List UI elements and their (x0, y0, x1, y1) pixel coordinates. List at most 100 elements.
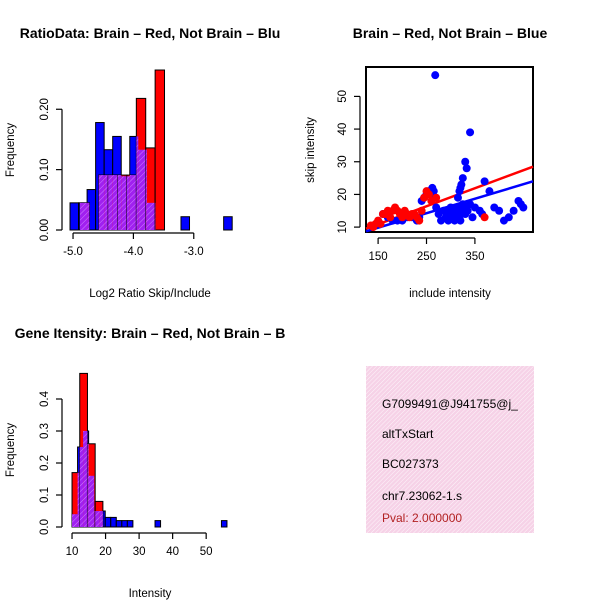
scatter-x-axis: 150 250 350 (369, 237, 485, 263)
ratio-bar-overlap (138, 149, 146, 230)
scatter-y-tick-label: 20 (337, 188, 349, 201)
intensity-bar-overlap (95, 511, 100, 527)
scatter-title: Brain – Red, Not Brain – Blue (353, 25, 548, 41)
ratio-y-tick-label: 0.10 (39, 158, 51, 180)
scatter-ylabel: skip intensity (305, 117, 317, 183)
ratio-bar-not-brain (223, 216, 233, 231)
intensity-bar-not-brain (121, 520, 128, 528)
info-accession: BC027373 (382, 457, 439, 471)
intensity-x-tick-label: 50 (200, 546, 213, 558)
intensity-x-tick-label: 20 (99, 546, 112, 558)
intensity-y-tick-label: 0.2 (39, 455, 51, 471)
scatter-y-axis: 10 20 30 40 50 (337, 90, 361, 233)
intensity-y-tick-label: 0.0 (39, 519, 51, 535)
ratio-ylabel: Frequency (5, 123, 17, 178)
scatter-frame (365, 66, 534, 233)
ratio-bar-overlap (126, 176, 130, 230)
intensity-y-tick-label: 0.1 (39, 487, 51, 503)
ratio-bar-overlap (87, 202, 90, 230)
scatter-point-blue (519, 203, 528, 212)
scatter-points (366, 71, 528, 232)
intensity-bar-overlap (88, 475, 95, 527)
info-probe-id: G7099491@J941755@j_ (382, 397, 518, 411)
intensity-bar-not-brain (220, 520, 228, 528)
ratio-xlabel: Log2 Ratio Skip/Include (89, 288, 210, 300)
scatter-point-blue (431, 71, 440, 80)
intensity-y-tick-label: 0.3 (39, 423, 51, 439)
info-location: chr7.23062-1.s (382, 489, 462, 503)
ratio-bars (69, 69, 233, 231)
scatter-x-tick-label: 250 (417, 251, 436, 263)
intensity-y-axis: 0.0 0.1 0.2 0.3 0.4 (39, 390, 63, 535)
scatter-point-blue (466, 128, 475, 137)
scatter-point-blue (509, 206, 518, 215)
ratio-bar-overlap (112, 175, 118, 230)
ratio-y-tick-label: 0.00 (39, 219, 51, 241)
intensity-y-tick-label: 0.4 (39, 390, 51, 407)
scatter-point-blue (468, 213, 477, 222)
ratio-bar-overlap (98, 175, 105, 230)
info-panel: G7099491@J941755@j_ altTxStart BC027373 … (366, 366, 534, 533)
intensity-bar-not-brain (154, 520, 162, 528)
scatter-point-red (432, 193, 441, 202)
scatter-point-blue (485, 187, 494, 196)
intensity-x-axis: 10 20 30 40 50 (66, 532, 213, 558)
ratio-y-tick-label: 0.20 (39, 98, 51, 120)
ratio-histogram: RatioData: Brain – Red, Not Brain – Blu … (5, 25, 280, 300)
info-panel-background (366, 366, 534, 533)
ratio-bar-overlap (79, 202, 88, 230)
ratio-bar-overlap (129, 175, 137, 230)
intensity-x-tick-label: 10 (66, 546, 79, 558)
ratio-bar-overlap (136, 136, 139, 230)
ratio-bar-overlap (146, 202, 156, 230)
info-event-type: altTxStart (382, 427, 434, 441)
scatter-point-blue (504, 213, 513, 222)
intensity-bar-not-brain (104, 516, 112, 528)
scatter-point-blue (495, 206, 504, 215)
ratio-bar-overlap (145, 149, 147, 230)
intensity-bar-overlap (87, 443, 89, 527)
scatter-point-red (417, 206, 426, 215)
info-pval: Pval: 2.000000 (382, 511, 462, 525)
ratio-bar-brain (154, 69, 166, 231)
scatter-xlabel: include intensity (409, 288, 491, 300)
intensity-bar-overlap (83, 431, 88, 527)
scatter-point-red (415, 216, 424, 225)
scatter-y-tick-label: 30 (337, 155, 349, 168)
ratio-x-tick-label: -5.0 (63, 246, 83, 258)
ratio-x-axis: -5.0 -4.0 -3.0 (63, 232, 204, 258)
ratio-bar-overlap (121, 176, 127, 230)
ratio-bar-overlap (117, 175, 122, 230)
scatter-point-red (424, 190, 433, 199)
scatter-point-blue (455, 187, 464, 196)
ratio-x-tick-label: -4.0 (123, 246, 143, 258)
intensity-bar-not-brain (110, 516, 117, 528)
ratio-bar-not-brain (180, 216, 191, 231)
intensity-histogram: Gene Itensity: Brain – Red, Not Brain – … (5, 325, 285, 600)
scatter-point-blue (463, 206, 472, 215)
intensity-x-tick-label: 30 (133, 546, 146, 558)
ratio-bar-overlap (108, 175, 113, 230)
scatter-point-blue (453, 193, 462, 202)
intensity-xlabel: Intensity (129, 588, 172, 600)
intensity-ylabel: Frequency (5, 423, 17, 478)
intensity-bar-overlap (72, 514, 78, 527)
ratio-title: RatioData: Brain – Red, Not Brain – Blu (20, 25, 281, 41)
ratio-bar-overlap (104, 175, 109, 230)
scatter-point-red (386, 213, 395, 222)
scatter-x-tick-label: 150 (369, 251, 388, 263)
intensity-bar-not-brain (126, 520, 134, 528)
ratio-bar-not-brain (69, 202, 80, 231)
scatter-point-red (376, 219, 385, 228)
scatter-y-tick-label: 50 (337, 90, 349, 103)
scatter-plot: Brain – Red, Not Brain – Blue 150 250 350 … (305, 25, 547, 300)
intensity-bar-overlap (94, 511, 96, 527)
scatter-point-blue (458, 174, 467, 183)
intensity-bar-overlap (99, 511, 103, 527)
scatter-point-blue (462, 164, 471, 173)
scatter-point-blue (456, 216, 465, 225)
scatter-point-blue (432, 203, 441, 212)
scatter-point-red (480, 213, 489, 222)
intensity-x-tick-label: 40 (166, 546, 179, 558)
